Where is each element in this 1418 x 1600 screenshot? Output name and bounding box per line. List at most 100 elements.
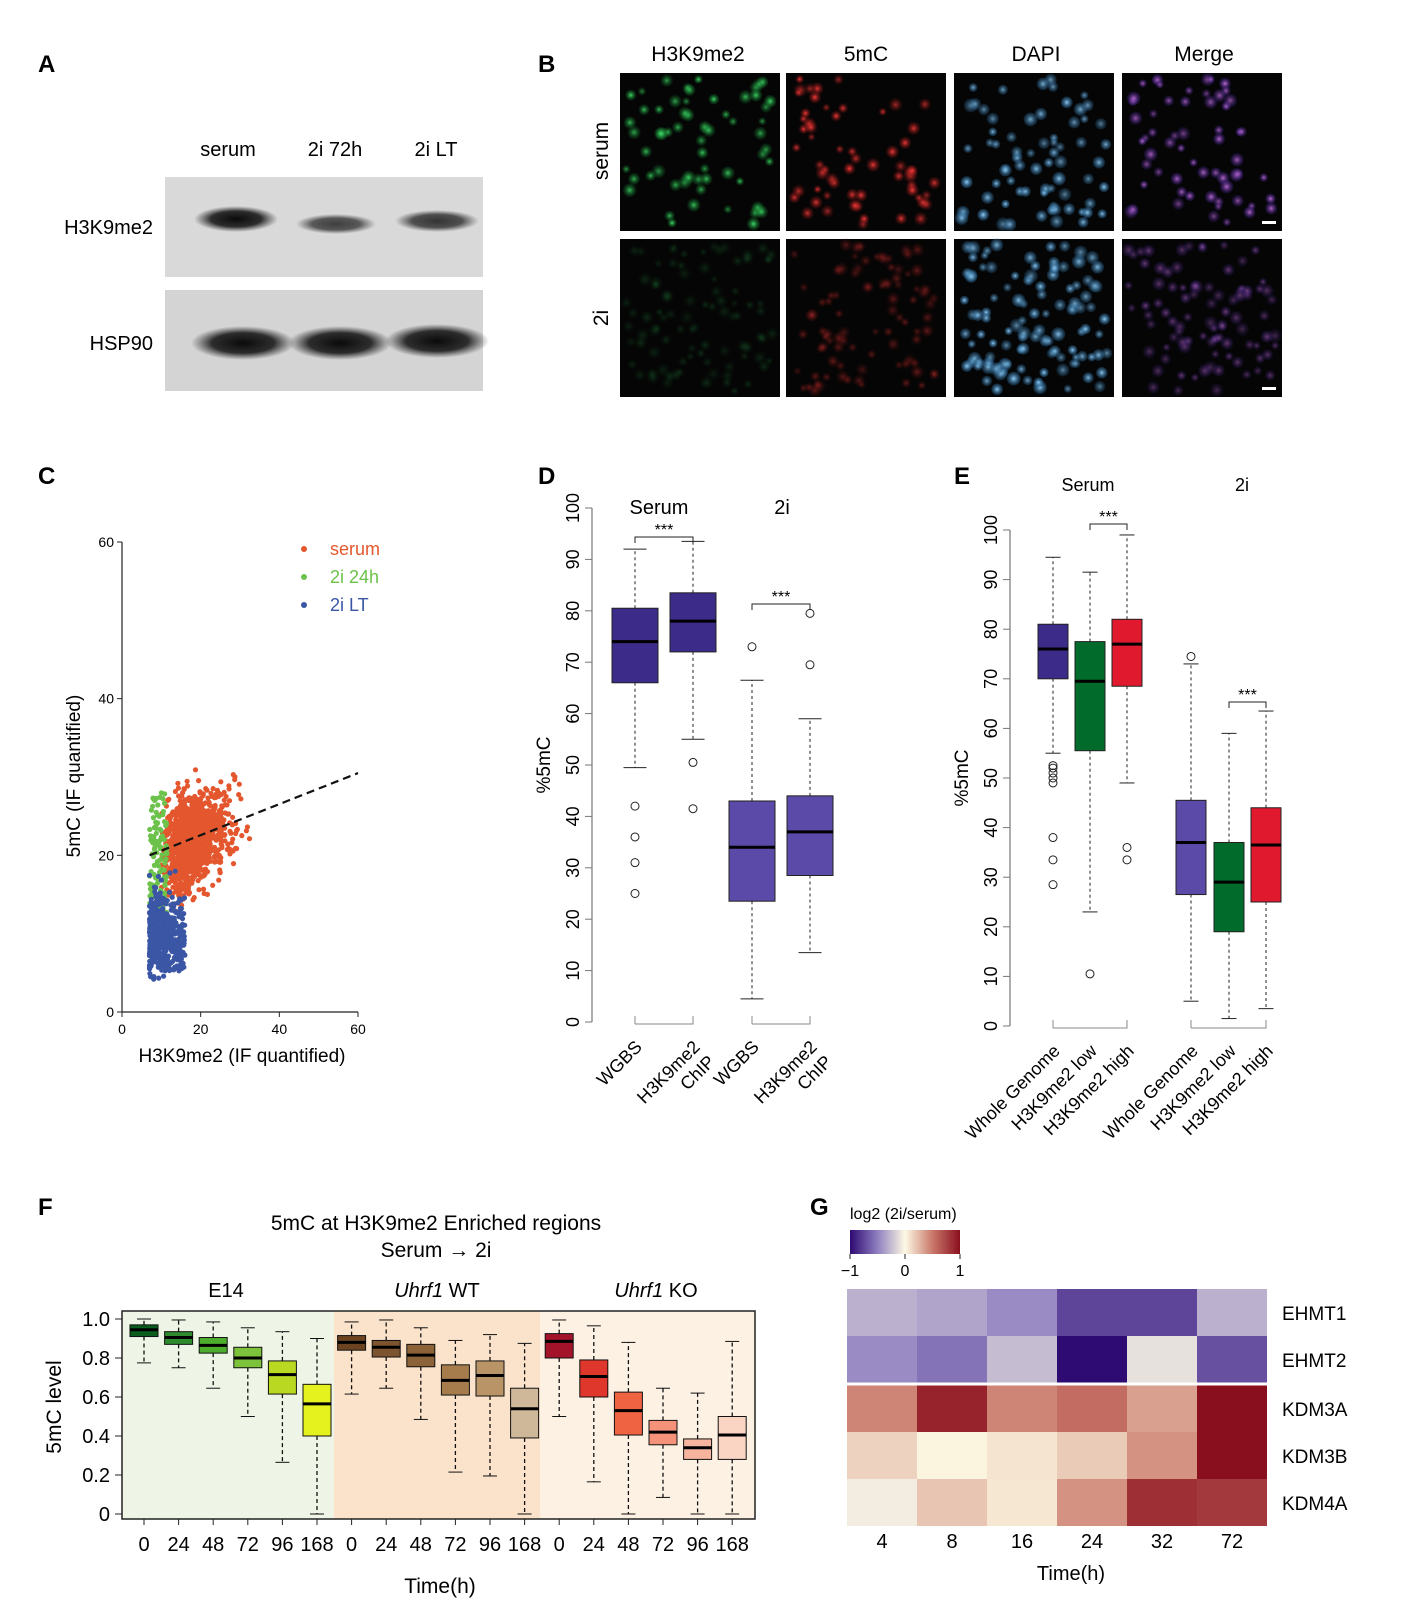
group-label-gene: Uhrf1: [614, 1280, 663, 1302]
scatter-point: [175, 780, 181, 786]
group-label-gene: Uhrf1: [394, 1280, 443, 1302]
scatter-point: [199, 867, 205, 873]
cell-nucleus: [1017, 326, 1031, 340]
scatter-point: [160, 923, 166, 929]
cell-nucleus: [708, 240, 720, 253]
scatter-point: [153, 885, 159, 891]
time-course-x-tick-label: 168: [300, 1534, 333, 1556]
panel-a: A serum 2i 72h 2i LT H3K9me2 HSP90: [38, 51, 489, 391]
cell-nucleus: [1080, 323, 1091, 335]
cell-nucleus: [1184, 190, 1196, 202]
scatter-point: [218, 855, 224, 861]
scatter-point: [148, 936, 154, 942]
cell-nucleus: [1014, 159, 1026, 171]
cell-nucleus: [667, 257, 679, 269]
cell-nucleus: [1003, 283, 1012, 292]
scatter-point: [211, 835, 217, 841]
cell-nucleus: [961, 360, 973, 372]
cell-nucleus: [861, 281, 874, 294]
cell-nucleus: [967, 339, 976, 349]
cell-nucleus: [1051, 327, 1066, 342]
box-outlier: [1048, 855, 1058, 865]
significance-bracket: [751, 603, 811, 610]
scatter-point: [221, 789, 227, 796]
scatter-point: [236, 781, 242, 787]
heatmap-cell: [1127, 1479, 1197, 1526]
scatter-x-tick-label: 0: [118, 1021, 126, 1037]
cell-nucleus: [1173, 385, 1184, 396]
cell-nucleus: [1213, 133, 1226, 145]
cell-nucleus: [1232, 168, 1244, 180]
cell-nucleus: [1167, 281, 1179, 293]
heatmap-cell: [1197, 1385, 1267, 1432]
cell-nucleus: [1023, 112, 1038, 127]
cell-nucleus: [1210, 167, 1222, 179]
box-rect: [786, 795, 834, 877]
heatmap-cell: [847, 1289, 917, 1336]
box-rect: [510, 1387, 540, 1439]
scatter-point: [148, 974, 154, 980]
significance-bracket: [634, 536, 694, 543]
box-y-tick-label: 20: [981, 917, 1001, 937]
cell-nucleus: [663, 370, 676, 383]
micrograph-panel: [786, 238, 946, 397]
cell-nucleus: [622, 164, 631, 174]
scatter-point: [198, 799, 204, 806]
cell-nucleus: [988, 338, 998, 348]
scatter-point: [181, 853, 187, 859]
cell-nucleus: [906, 164, 918, 177]
cell-nucleus: [1126, 91, 1141, 106]
cell-nucleus: [826, 290, 836, 301]
cell-nucleus: [910, 333, 923, 346]
scatter-point: [195, 878, 201, 884]
legend-dot: [301, 602, 307, 608]
cell-nucleus: [990, 238, 1004, 252]
scatter-point: [193, 830, 199, 836]
scatter-point: [184, 783, 191, 789]
blot-band: [395, 210, 479, 232]
cell-nucleus: [1207, 210, 1220, 223]
cell-nucleus: [900, 358, 912, 370]
scatter-point: [166, 830, 172, 836]
scatter-point: [174, 806, 180, 812]
category-axis-bracket: [634, 1016, 694, 1025]
box-rect: [1213, 841, 1245, 933]
cell-nucleus: [822, 372, 831, 382]
cell-nucleus: [886, 292, 900, 306]
scatter-point: [201, 850, 207, 857]
cell-nucleus: [835, 144, 845, 154]
cell-nucleus: [680, 249, 689, 259]
cell-nucleus: [1059, 240, 1071, 252]
cell-nucleus: [905, 183, 919, 197]
cell-nucleus: [739, 351, 750, 361]
box-rect: [1250, 807, 1282, 903]
scatter-point: [210, 786, 216, 792]
cell-nucleus: [969, 98, 982, 110]
time-course-x-tick-label: 24: [375, 1534, 397, 1556]
scatter-point: [199, 823, 205, 829]
category-axis-bracket: [1052, 1020, 1128, 1029]
panel-g: G log2 (2i/serum) −1 0 1 EHMT1 EHMT2 KDM3A KDM…: [810, 1194, 1348, 1585]
scatter-point: [175, 812, 181, 819]
cell-nucleus: [989, 293, 999, 303]
cell-nucleus: [759, 143, 773, 156]
cell-nucleus: [728, 116, 738, 127]
cell-nucleus: [878, 252, 891, 266]
cell-nucleus: [1201, 89, 1211, 99]
cell-nucleus: [625, 89, 637, 101]
box-y-tick-label: 30: [563, 858, 583, 878]
box-rect: [267, 1360, 297, 1395]
panel-b-letter: B: [538, 51, 555, 78]
cell-nucleus: [1147, 381, 1160, 394]
box-outlier: [805, 660, 815, 670]
scatter-point: [206, 802, 213, 808]
scatter-point: [164, 956, 171, 962]
cell-nucleus: [1243, 206, 1256, 219]
cell-nucleus: [1043, 157, 1054, 168]
cell-nucleus: [687, 198, 701, 212]
scatter-point: [178, 892, 184, 898]
scatter-point: [157, 826, 163, 832]
cell-nucleus: [665, 308, 676, 320]
cell-nucleus: [1170, 260, 1184, 274]
